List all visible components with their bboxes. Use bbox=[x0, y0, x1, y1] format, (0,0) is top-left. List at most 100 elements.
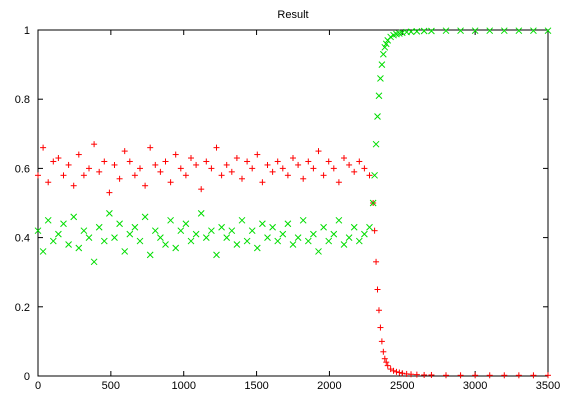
x-tick-label: 3500 bbox=[536, 380, 560, 392]
series-1-point bbox=[60, 220, 67, 228]
series-0-point bbox=[218, 172, 225, 179]
series-1-point bbox=[177, 227, 185, 235]
x-tick-label: 2000 bbox=[317, 380, 341, 392]
series-1-point bbox=[233, 241, 241, 248]
series-1-point bbox=[310, 230, 317, 238]
y-tick-label: 0.2 bbox=[15, 302, 30, 314]
series-0-point bbox=[96, 168, 103, 175]
series-1-point bbox=[253, 244, 261, 252]
series-1 bbox=[34, 27, 552, 266]
x-tick-label: 1500 bbox=[244, 380, 268, 392]
series-0-point bbox=[65, 161, 72, 168]
series-1-point bbox=[208, 227, 215, 235]
series-1-point bbox=[544, 27, 552, 35]
x-tick-label: 2500 bbox=[390, 380, 414, 392]
series-0-point bbox=[300, 175, 307, 182]
series-0-point bbox=[351, 168, 358, 175]
series-0-point bbox=[361, 165, 368, 172]
series-0-point bbox=[381, 355, 388, 362]
series-0-point bbox=[213, 144, 220, 151]
series-0-point bbox=[152, 161, 159, 168]
series-1-point bbox=[248, 227, 256, 235]
series-0-point bbox=[142, 182, 149, 189]
series-0-point bbox=[70, 182, 77, 189]
series-0-point bbox=[472, 372, 479, 379]
series-0-point bbox=[147, 144, 154, 151]
series-1-point bbox=[264, 234, 271, 241]
series-1-point bbox=[315, 248, 322, 255]
series-1-point bbox=[269, 223, 276, 231]
series-1-point bbox=[223, 234, 231, 241]
series-1-point bbox=[243, 237, 251, 245]
series-0-point bbox=[371, 227, 378, 234]
tick-labels-layer: 0 500 1000 1500 2000 2500 3000 3500 0 0.2 0.4 0.6 0.… bbox=[15, 25, 561, 392]
series-1-point bbox=[187, 237, 195, 245]
series-1-point bbox=[202, 234, 210, 241]
x-tick-label: 1000 bbox=[171, 380, 195, 392]
series-1-point bbox=[320, 223, 327, 231]
series-1-point bbox=[106, 210, 113, 217]
series-0-point bbox=[413, 371, 420, 378]
series-0-point bbox=[356, 158, 363, 165]
series-1-point bbox=[420, 27, 428, 35]
series-1-point bbox=[330, 230, 338, 238]
series-0-point bbox=[172, 151, 179, 158]
series-1-point bbox=[284, 220, 292, 228]
y-tick-label: 1 bbox=[24, 25, 30, 37]
series-1-point bbox=[49, 237, 57, 245]
series-1-point bbox=[146, 251, 154, 259]
points-layer bbox=[34, 27, 552, 379]
series-1-point bbox=[90, 258, 98, 266]
series-1-point bbox=[335, 216, 343, 224]
series-0-point bbox=[249, 165, 256, 172]
series-0-point bbox=[203, 158, 210, 165]
series-1-point bbox=[34, 227, 42, 235]
axes-layer bbox=[37, 29, 549, 377]
series-0-point bbox=[341, 155, 347, 162]
series-0-point bbox=[40, 144, 47, 151]
series-1-point bbox=[374, 113, 381, 120]
series-1-point bbox=[116, 220, 123, 228]
series-0-point bbox=[290, 155, 296, 162]
series-0-point bbox=[259, 179, 266, 186]
series-0-point bbox=[269, 168, 276, 175]
series-1-point bbox=[157, 234, 164, 241]
series-0-point bbox=[330, 165, 337, 172]
series-1-point bbox=[131, 223, 139, 231]
series-1-point bbox=[375, 92, 383, 100]
x-tick-label: 500 bbox=[102, 380, 120, 392]
series-0-point bbox=[335, 179, 342, 186]
series-1-point bbox=[381, 43, 389, 51]
series-1-point bbox=[141, 213, 149, 221]
series-1-point bbox=[369, 199, 377, 207]
series-1-point bbox=[259, 220, 266, 228]
series-1-point bbox=[355, 237, 363, 245]
series-1-point bbox=[95, 223, 103, 231]
series-0-point bbox=[380, 348, 387, 355]
series-1-point bbox=[228, 227, 236, 235]
y-tick-label: 0.4 bbox=[15, 233, 30, 245]
series-0-point bbox=[254, 151, 261, 158]
series-0-point bbox=[162, 158, 169, 165]
series-0-point bbox=[75, 151, 82, 158]
series-1-point bbox=[530, 27, 537, 35]
series-1-point bbox=[167, 216, 174, 224]
series-0-point bbox=[182, 172, 189, 179]
series-1-point bbox=[382, 40, 390, 48]
series-1-point bbox=[213, 251, 220, 259]
series-0-point bbox=[408, 371, 415, 378]
series-1-point bbox=[218, 223, 225, 231]
series-0-point bbox=[121, 148, 128, 155]
series-1-point bbox=[55, 230, 62, 238]
series-0-point bbox=[223, 161, 230, 168]
series-0-point bbox=[374, 286, 381, 293]
series-1-point bbox=[457, 27, 464, 35]
series-0-point bbox=[320, 172, 327, 179]
series-1-point bbox=[366, 223, 373, 231]
series-1-point bbox=[70, 213, 78, 221]
series-1-point bbox=[274, 237, 282, 245]
series-1-point bbox=[111, 234, 118, 241]
series-0-point bbox=[384, 362, 391, 369]
series-0-point bbox=[443, 372, 449, 379]
